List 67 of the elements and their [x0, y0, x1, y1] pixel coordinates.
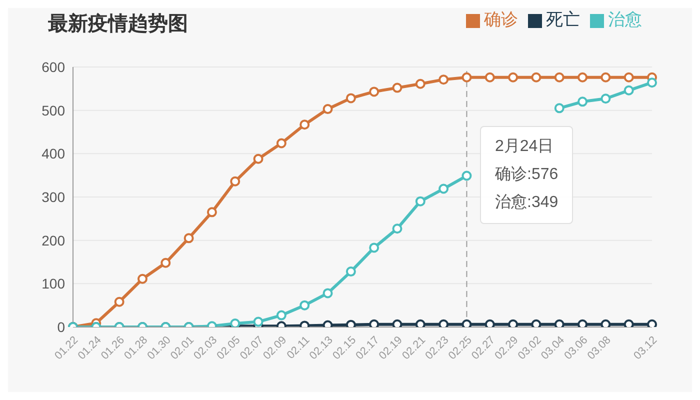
- point: [554, 103, 564, 114]
- point: [253, 154, 264, 164]
- point: [206, 207, 217, 218]
- point: [415, 196, 426, 206]
- y-tick-label: 0: [57, 318, 66, 335]
- point: [484, 72, 495, 82]
- point: [276, 310, 286, 320]
- point: [369, 86, 380, 97]
- point: [462, 319, 472, 327]
- point: [531, 319, 542, 327]
- y-tick-label: 100: [42, 276, 66, 292]
- point: [484, 319, 495, 327]
- annotation: 确诊:576: [495, 165, 558, 185]
- point: [624, 319, 634, 327]
- point: [578, 72, 588, 82]
- point: [392, 319, 402, 327]
- point: [600, 319, 611, 327]
- y-tick-label: 200: [42, 232, 66, 248]
- point: [531, 72, 542, 82]
- point: [346, 93, 356, 104]
- annotation: 2月24日: [495, 137, 555, 157]
- point: [137, 274, 148, 284]
- point: [624, 85, 634, 96]
- point: [508, 72, 518, 82]
- point: [624, 72, 634, 82]
- legend-label: 死亡: [546, 10, 580, 29]
- point: [578, 319, 588, 327]
- point: [578, 96, 588, 107]
- point: [508, 319, 518, 327]
- y-tick-label: 300: [42, 188, 66, 205]
- point: [346, 266, 356, 277]
- point: [415, 78, 426, 89]
- point: [462, 170, 472, 181]
- point: [276, 138, 286, 148]
- annotation: 治愈:349: [495, 192, 558, 213]
- y-tick-label: 600: [42, 58, 66, 75]
- point: [438, 74, 449, 85]
- point: [600, 94, 611, 104]
- point: [438, 319, 449, 327]
- point: [462, 72, 472, 82]
- point: [554, 72, 564, 82]
- point: [554, 319, 564, 327]
- point: [392, 224, 402, 234]
- point: [600, 72, 611, 82]
- point: [184, 233, 194, 244]
- chart-title: 最新疫情趋势图: [48, 12, 188, 37]
- point: [322, 288, 333, 298]
- point: [230, 318, 240, 327]
- point: [392, 82, 402, 93]
- point: [647, 319, 657, 327]
- legend-label: 治愈: [608, 10, 642, 29]
- point: [230, 176, 240, 186]
- point: [300, 300, 310, 310]
- point: [415, 319, 426, 327]
- point: [300, 120, 310, 130]
- y-tick-label: 500: [42, 102, 66, 118]
- point: [346, 320, 356, 327]
- y-tick-label: 400: [42, 146, 66, 162]
- point: [253, 316, 264, 327]
- point: [322, 104, 333, 114]
- point: [160, 258, 171, 268]
- point: [369, 319, 380, 327]
- point: [369, 242, 380, 253]
- point: [438, 184, 449, 194]
- legend-label: 确诊: [484, 10, 518, 29]
- point: [114, 296, 124, 307]
- point: [647, 78, 657, 88]
